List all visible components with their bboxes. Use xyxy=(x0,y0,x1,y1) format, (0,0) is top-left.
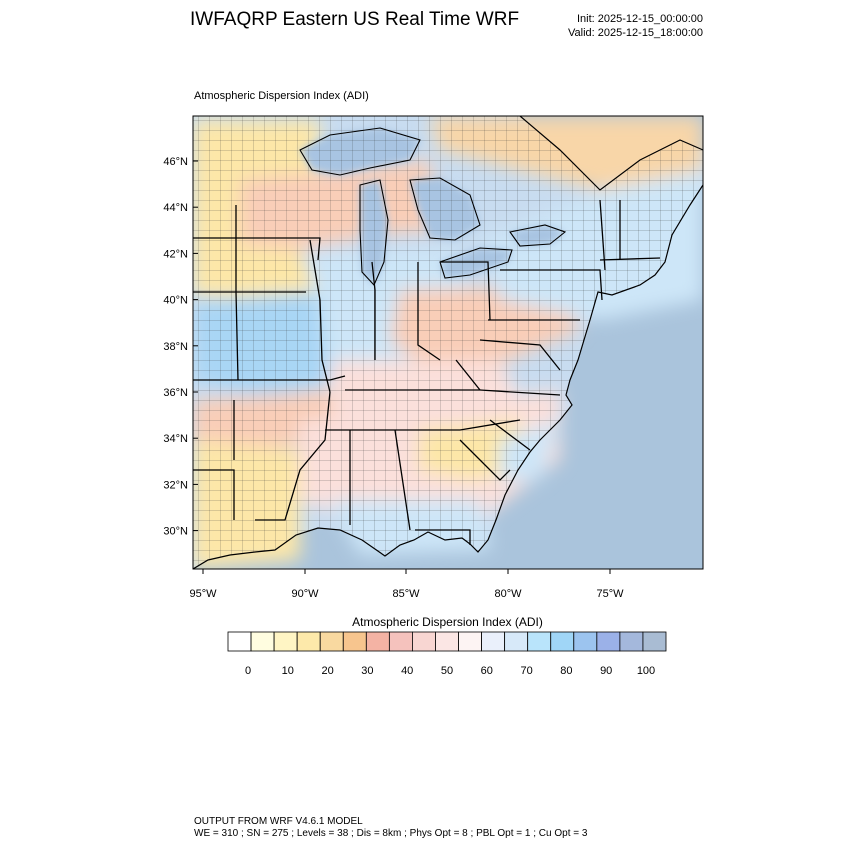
colorbar-swatch xyxy=(388,631,413,652)
colorbar-swatch xyxy=(227,631,252,652)
colorbar-swatch xyxy=(573,631,598,652)
colorbar-swatch xyxy=(412,631,436,652)
county-boundaries xyxy=(193,116,703,569)
colorbar-label: 10 xyxy=(282,665,294,677)
lon-tick-label: 95°W xyxy=(189,588,217,600)
colorbar-label: 60 xyxy=(481,665,493,677)
colorbar-label: 30 xyxy=(361,665,373,677)
colorbar-swatch xyxy=(481,631,506,652)
lat-tick-label: 32°N xyxy=(163,479,188,491)
colorbar-swatch xyxy=(527,631,552,652)
colorbar-label: 70 xyxy=(520,665,532,677)
lon-tick-label: 80°W xyxy=(494,588,522,600)
colorbar-swatch xyxy=(342,631,367,652)
lat-tick-label: 36°N xyxy=(163,387,188,399)
colorbar-swatch xyxy=(458,631,482,652)
adi-map-plot xyxy=(193,116,703,569)
lat-tick-label: 42°N xyxy=(163,248,188,260)
colorbar-swatch xyxy=(319,631,344,652)
lat-tick-label: 38°N xyxy=(163,341,188,353)
colorbar-swatch xyxy=(250,631,275,652)
colorbar-swatch xyxy=(296,631,321,652)
lon-tick-label: 85°W xyxy=(392,588,420,600)
map-title: IWFAQRP Eastern US Real Time WRF xyxy=(190,9,520,30)
lat-tick-label: 34°N xyxy=(163,433,188,445)
colorbar-label: 80 xyxy=(560,665,572,677)
colorbar-label: 90 xyxy=(600,665,612,677)
colorbar-swatch xyxy=(642,631,667,652)
colorbar-label: 20 xyxy=(321,665,333,677)
colorbar-label: 50 xyxy=(441,665,453,677)
latitude-axis: 46°N 44°N 42°N 40°N 38°N 36°N 34°N 32°N 30°N xyxy=(163,156,198,538)
model-info-line: OUTPUT FROM WRF V4.6.1 MODEL xyxy=(194,816,363,827)
colorbar-swatch xyxy=(596,631,621,652)
colorbar-label: 0 xyxy=(245,665,251,677)
init-time: Init: 2025-12-15_00:00:00 xyxy=(577,13,703,25)
state-boundaries xyxy=(193,199,661,545)
colorbar-swatch xyxy=(435,631,459,652)
lat-tick-label: 44°N xyxy=(163,202,188,214)
lon-tick-label: 90°W xyxy=(291,588,319,600)
colorbar: 0 10 20 30 40 50 60 70 80 90 100 xyxy=(227,631,667,677)
valid-time: Valid: 2025-12-15_18:00:00 xyxy=(568,27,703,39)
map-frame xyxy=(192,115,704,570)
colorbar-swatch xyxy=(365,631,390,652)
colorbar-label: 40 xyxy=(401,665,413,677)
colorbar-label: 100 xyxy=(637,665,655,677)
colorbar-title: Atmospheric Dispersion Index (ADI) xyxy=(352,615,543,629)
colorbar-swatch xyxy=(619,631,644,652)
plot-variable-label: Atmospheric Dispersion Index (ADI) xyxy=(194,90,369,102)
model-config-line: WE = 310 ; SN = 275 ; Levels = 38 ; Dis … xyxy=(194,828,588,839)
coastline xyxy=(193,116,703,569)
lat-tick-label: 30°N xyxy=(163,526,188,538)
lat-tick-label: 46°N xyxy=(163,156,188,168)
colorbar-swatch xyxy=(273,631,298,652)
colorbar-swatch xyxy=(550,631,575,652)
lat-tick-label: 40°N xyxy=(163,295,188,307)
colorbar-swatch xyxy=(504,631,529,652)
lake-outlines xyxy=(299,127,567,286)
longitude-axis: 95°W 90°W 85°W 80°W 75°W xyxy=(189,569,624,600)
lon-tick-label: 75°W xyxy=(596,588,624,600)
